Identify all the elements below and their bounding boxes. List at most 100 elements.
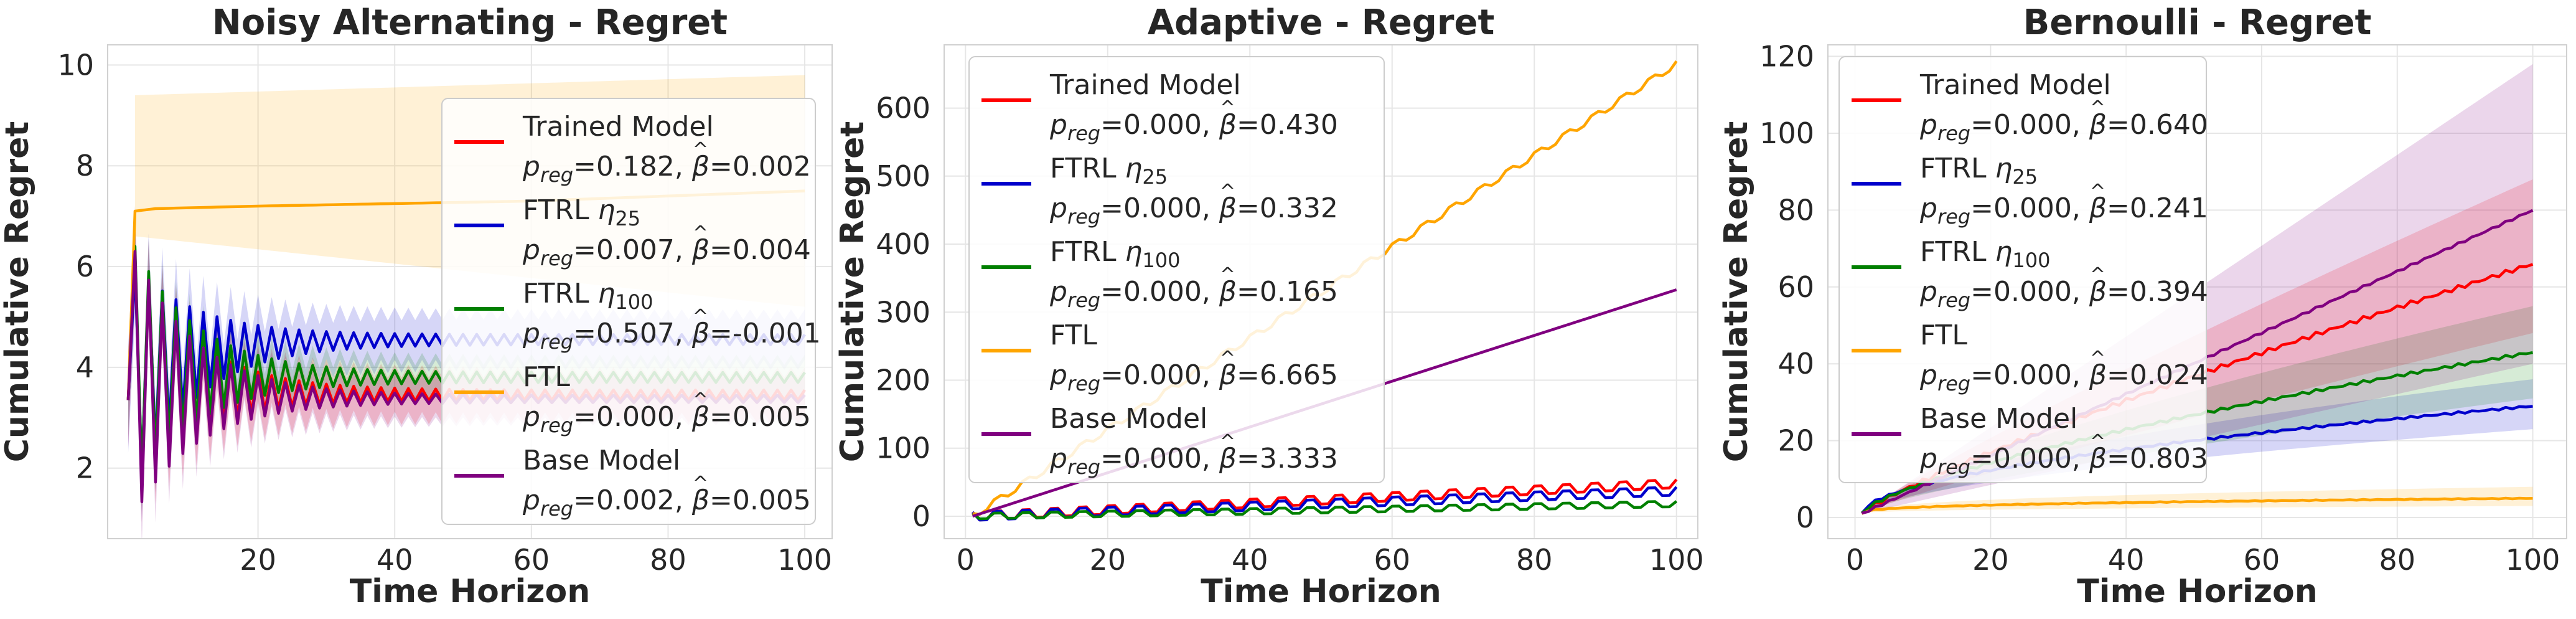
legend-label: FTRL η100	[1920, 236, 2050, 272]
x-tick-label: 80	[1516, 543, 1553, 577]
y-axis-label: Cumulative Regret	[0, 121, 36, 463]
legend-hat: ^	[2090, 347, 2105, 369]
y-tick-label: 300	[876, 295, 930, 329]
legend-entry-base-model: Base Model preg=0.000, β=3.333^	[981, 403, 1338, 479]
x-tick-label: 40	[1232, 543, 1268, 577]
y-tick-label: 2	[76, 451, 94, 485]
legend-stats: preg=0.507, β=-0.001	[522, 318, 821, 354]
series-line-ftrl-100	[972, 500, 1678, 521]
legend-hat: ^	[2090, 181, 2105, 202]
legend-hat: ^	[1220, 347, 1235, 369]
legend-entry-trained-model: Trained Model preg=0.000, β=0.430^	[981, 69, 1338, 145]
legend-entry-ftrl-25: FTRL η25 preg=0.007, β=0.004^	[454, 194, 811, 270]
legend-entry-ftl: FTL preg=0.000, β=6.665^	[981, 319, 1338, 395]
x-tick-label: 80	[650, 543, 686, 577]
legend-label: FTRL η25	[1920, 153, 2038, 189]
legend-entry-trained-model: Trained Model preg=0.182, β=0.002^	[454, 111, 811, 187]
plot-frame	[1827, 44, 2567, 539]
legend-hat: ^	[2090, 97, 2105, 119]
x-tick-label: 100	[1649, 543, 1704, 577]
legend-entry-ftrl-100: FTRL η100 preg=0.507, β=-0.001^	[454, 278, 821, 354]
legend-entry-base-model: Base Model preg=0.002, β=0.005^	[454, 445, 811, 521]
legend-stats: preg=0.000, β=0.005	[522, 401, 811, 437]
legend-stats: preg=0.000, β=0.241	[1919, 192, 2208, 229]
x-axis-label: Time Horizon	[350, 573, 591, 610]
legend-hat: ^	[2090, 264, 2105, 286]
legend-hat: ^	[1220, 97, 1235, 119]
x-tick-label: 60	[1374, 543, 1410, 577]
x-tick-label: 100	[777, 543, 832, 577]
legend-label: Trained Model	[1049, 69, 1241, 101]
x-tick-label: 40	[2108, 543, 2145, 577]
series-line-ftl	[1861, 496, 2533, 515]
plot-frame	[107, 44, 833, 539]
legend-entry-ftrl-100: FTRL η100 preg=0.000, β=0.394^	[1852, 236, 2208, 312]
legend-label: FTRL η100	[523, 278, 653, 314]
chart-title: Noisy Alternating - Regret	[212, 2, 728, 43]
legend-stats: preg=0.000, β=3.333	[1049, 443, 1338, 479]
y-tick-label: 100	[876, 432, 930, 465]
legend-hat: ^	[693, 389, 708, 411]
y-tick-label: 0	[912, 499, 930, 533]
x-tick-label: 0	[1846, 543, 1864, 577]
x-tick-label: 20	[1972, 543, 2009, 577]
legend-stats: preg=0.000, β=0.430	[1049, 109, 1338, 145]
y-axis-label: Cumulative Regret	[834, 121, 871, 463]
legend-entry-ftrl-100: FTRL η100 preg=0.000, β=0.165^	[981, 236, 1338, 312]
band-ftl	[1862, 486, 2533, 514]
chart-panel-adaptive-regret: 0 20 40 60 80 100 0 100 200 300 400 500 600 Adaptive …	[834, 2, 1704, 610]
y-tick-label: 120	[1759, 40, 1814, 73]
y-tick-label: 80	[1777, 193, 1814, 227]
x-tick-label: 100	[2506, 543, 2560, 577]
x-axis-label: Time Horizon	[2077, 573, 2318, 610]
y-tick-label: 6	[76, 250, 94, 283]
y-tick-label: 200	[876, 363, 930, 397]
legend-hat: ^	[1220, 264, 1235, 286]
series-line-ftrl-25	[972, 486, 1678, 522]
legend-box	[441, 98, 816, 525]
y-tick-label: 40	[1777, 347, 1814, 380]
legend-stats: preg=0.000, β=6.665	[1049, 359, 1338, 395]
legend-label: Base Model	[1920, 403, 2077, 435]
legend-box	[1838, 56, 2207, 483]
y-tick-label: 60	[1777, 270, 1814, 304]
x-tick-label: 20	[240, 543, 276, 577]
x-tick-label: 60	[513, 543, 550, 577]
y-tick-label: 4	[76, 351, 94, 384]
legend-stats: preg=0.000, β=0.394	[1919, 276, 2208, 312]
legend-stats: preg=0.007, β=0.004	[522, 234, 811, 270]
y-tick-label: 8	[76, 149, 94, 182]
x-tick-label: 40	[377, 543, 413, 577]
chart-panel-noisy-alternating-regret: 20 40 60 80 100 2 4 6 8 10 Noisy Alternating - Reg…	[0, 2, 833, 610]
legend-label: FTL	[1050, 319, 1097, 351]
chart-panel-bernoulli-regret: 0 20 40 60 80 100 0 20 40 60 80 100 120 Bernoulli - R…	[1718, 2, 2567, 610]
y-tick-label: 20	[1777, 424, 1814, 458]
legend-hat: ^	[693, 222, 708, 244]
x-tick-label: 80	[2379, 543, 2415, 577]
legend-label: FTRL η100	[1050, 236, 1180, 272]
legend-hat: ^	[1220, 431, 1235, 453]
legend-label: FTRL η25	[523, 194, 640, 230]
y-tick-label: 500	[876, 159, 930, 193]
legend-hat: ^	[693, 306, 708, 328]
legend-stats: preg=0.000, β=0.024	[1919, 359, 2208, 395]
x-tick-label: 60	[2244, 543, 2280, 577]
legend-hat: ^	[693, 139, 708, 161]
x-tick-label: 0	[957, 543, 975, 577]
legend-entry-ftl: FTL preg=0.000, β=0.005^	[454, 361, 811, 437]
legend-label: Base Model	[1050, 403, 1207, 435]
legend-stats: preg=0.002, β=0.005	[522, 484, 811, 521]
legend-entry-ftl: FTL preg=0.000, β=0.024^	[1852, 319, 2208, 395]
y-tick-label: 400	[876, 227, 930, 261]
band-ftrl-25	[128, 215, 805, 522]
legend-stats: preg=0.000, β=0.803	[1919, 443, 2208, 479]
legend-entry-trained-model: Trained Model preg=0.000, β=0.640^	[1852, 69, 2208, 145]
legend-label: FTL	[523, 361, 570, 393]
legend-label: Trained Model	[1919, 69, 2111, 101]
